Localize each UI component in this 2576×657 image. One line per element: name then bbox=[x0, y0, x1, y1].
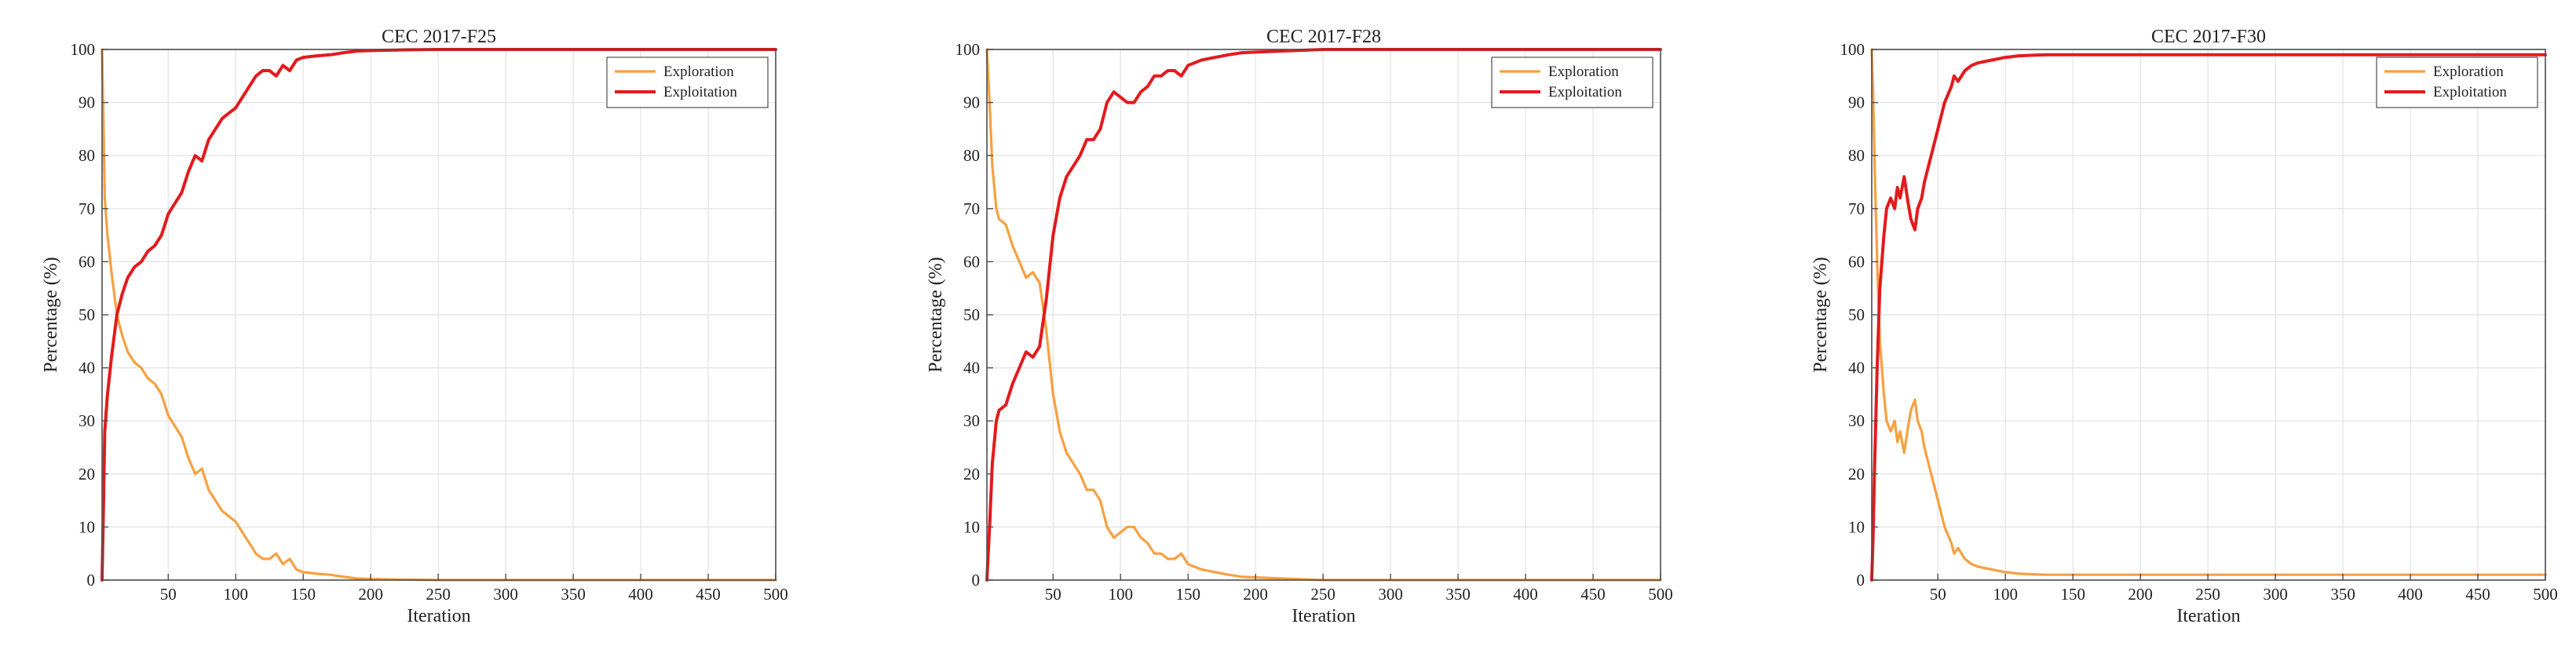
x-tick-label: 500 bbox=[1648, 585, 1673, 604]
x-tick-label: 300 bbox=[1378, 585, 1403, 604]
y-axis-label: Percentage (%) bbox=[926, 257, 946, 372]
y-tick-label: 60 bbox=[79, 252, 95, 271]
y-tick-label: 30 bbox=[963, 411, 980, 430]
y-tick-label: 90 bbox=[1848, 93, 1865, 112]
legend-box bbox=[1491, 57, 1653, 108]
x-tick-label: 200 bbox=[1243, 585, 1268, 604]
x-tick-label: 100 bbox=[1108, 585, 1133, 604]
y-tick-label: 90 bbox=[963, 93, 980, 112]
x-axis-label: Iteration bbox=[2176, 606, 2240, 626]
y-tick-label: 50 bbox=[79, 305, 95, 324]
y-tick-label: 40 bbox=[963, 359, 980, 378]
chart-title: CEC 2017-F28 bbox=[1266, 27, 1381, 47]
y-tick-label: 30 bbox=[1848, 411, 1865, 430]
x-tick-label: 200 bbox=[358, 585, 383, 604]
series-line-exploitation bbox=[985, 48, 1662, 582]
x-tick-label: 350 bbox=[2330, 585, 2355, 604]
y-tick-label: 0 bbox=[87, 571, 96, 589]
y-tick-label: 40 bbox=[1848, 359, 1865, 378]
x-tick-label: 400 bbox=[2398, 585, 2423, 604]
y-tick-label: 60 bbox=[963, 252, 980, 271]
x-tick-label: 50 bbox=[1930, 585, 1946, 604]
chart-title: CEC 2017-F25 bbox=[382, 27, 496, 47]
x-axis-label: Iteration bbox=[1292, 606, 1355, 626]
y-tick-label: 70 bbox=[963, 199, 980, 218]
x-tick-label: 200 bbox=[2128, 585, 2153, 604]
x-tick-label: 450 bbox=[1580, 585, 1606, 604]
x-tick-label: 100 bbox=[1993, 585, 2018, 604]
legend-label-exploitation: Exploitation bbox=[663, 84, 737, 100]
x-tick-label: 450 bbox=[2465, 585, 2490, 604]
x-tick-label: 450 bbox=[696, 585, 721, 604]
x-tick-label: 50 bbox=[160, 585, 177, 604]
legend-label-exploration: Exploration bbox=[2433, 64, 2504, 80]
y-tick-label: 40 bbox=[79, 359, 95, 378]
y-tick-label: 60 bbox=[1848, 252, 1865, 271]
y-axis-label: Percentage (%) bbox=[1811, 257, 1831, 372]
x-tick-label: 250 bbox=[1310, 585, 1336, 604]
y-tick-label: 100 bbox=[1840, 40, 1865, 59]
y-axis-label: Percentage (%) bbox=[41, 257, 61, 372]
x-tick-label: 250 bbox=[426, 585, 451, 604]
chart-panel-1: 50 100 150 200 250 300 350 400 450 500 0 10 20 30 40 50… bbox=[41, 27, 788, 626]
y-tick-label: 70 bbox=[1848, 199, 1865, 218]
x-tick-label: 300 bbox=[493, 585, 518, 604]
x-tick-label: 50 bbox=[1045, 585, 1061, 604]
y-tick-label: 10 bbox=[79, 517, 95, 536]
y-tick-label: 0 bbox=[972, 571, 981, 589]
x-axis-label: Iteration bbox=[407, 606, 470, 626]
y-tick-label: 10 bbox=[1848, 517, 1865, 536]
x-tick-label: 150 bbox=[2060, 585, 2085, 604]
y-tick-label: 30 bbox=[79, 411, 95, 430]
x-tick-label: 400 bbox=[628, 585, 653, 604]
y-tick-label: 80 bbox=[79, 146, 95, 165]
y-tick-label: 100 bbox=[71, 40, 96, 59]
x-tick-label: 350 bbox=[1445, 585, 1471, 604]
y-tick-label: 10 bbox=[963, 517, 980, 536]
legend-label-exploitation: Exploitation bbox=[2433, 84, 2507, 100]
legend-label-exploration: Exploration bbox=[663, 64, 734, 80]
y-tick-label: 50 bbox=[1848, 305, 1865, 324]
x-tick-label: 350 bbox=[561, 585, 586, 604]
x-tick-label: 150 bbox=[1175, 585, 1200, 604]
x-tick-label: 250 bbox=[2195, 585, 2220, 604]
legend-label-exploitation: Exploitation bbox=[1548, 84, 1622, 100]
series-line-exploration bbox=[985, 48, 1662, 582]
y-tick-label: 0 bbox=[1857, 571, 1865, 589]
series-line-exploration bbox=[100, 48, 777, 582]
x-tick-label: 300 bbox=[2263, 585, 2288, 604]
y-tick-label: 80 bbox=[963, 146, 980, 165]
y-tick-label: 20 bbox=[1848, 465, 1865, 484]
legend: Exploration Exploitation bbox=[606, 57, 769, 108]
y-tick-label: 80 bbox=[1848, 146, 1865, 165]
y-tick-label: 100 bbox=[955, 40, 981, 59]
y-tick-label: 90 bbox=[79, 93, 95, 112]
chart-title: CEC 2017-F30 bbox=[2151, 27, 2266, 47]
y-tick-label: 70 bbox=[79, 199, 95, 218]
x-tick-label: 100 bbox=[223, 585, 248, 604]
series-line-exploitation bbox=[100, 48, 777, 582]
x-tick-label: 500 bbox=[2533, 585, 2558, 604]
legend-label-exploration: Exploration bbox=[1548, 64, 1619, 80]
series-line-exploitation bbox=[1870, 53, 2547, 582]
legend-box bbox=[606, 57, 769, 108]
y-tick-label: 20 bbox=[79, 465, 95, 484]
legend: Exploration Exploitation bbox=[2376, 57, 2538, 108]
chart-panel-2: 50 100 150 200 250 300 350 400 450 500 0 10 20 30 40 50… bbox=[926, 27, 1673, 626]
y-tick-label: 50 bbox=[963, 305, 980, 324]
chart-panel-3: 50 100 150 200 250 300 350 400 450 500 0 10 20 30 40 50… bbox=[1811, 27, 2558, 626]
x-tick-label: 150 bbox=[290, 585, 316, 604]
legend: Exploration Exploitation bbox=[1491, 57, 1653, 108]
x-tick-label: 400 bbox=[1513, 585, 1538, 604]
y-tick-label: 20 bbox=[963, 465, 980, 484]
legend-box bbox=[2376, 57, 2538, 108]
x-tick-label: 500 bbox=[763, 585, 788, 604]
series-line-exploration bbox=[1870, 48, 2547, 576]
